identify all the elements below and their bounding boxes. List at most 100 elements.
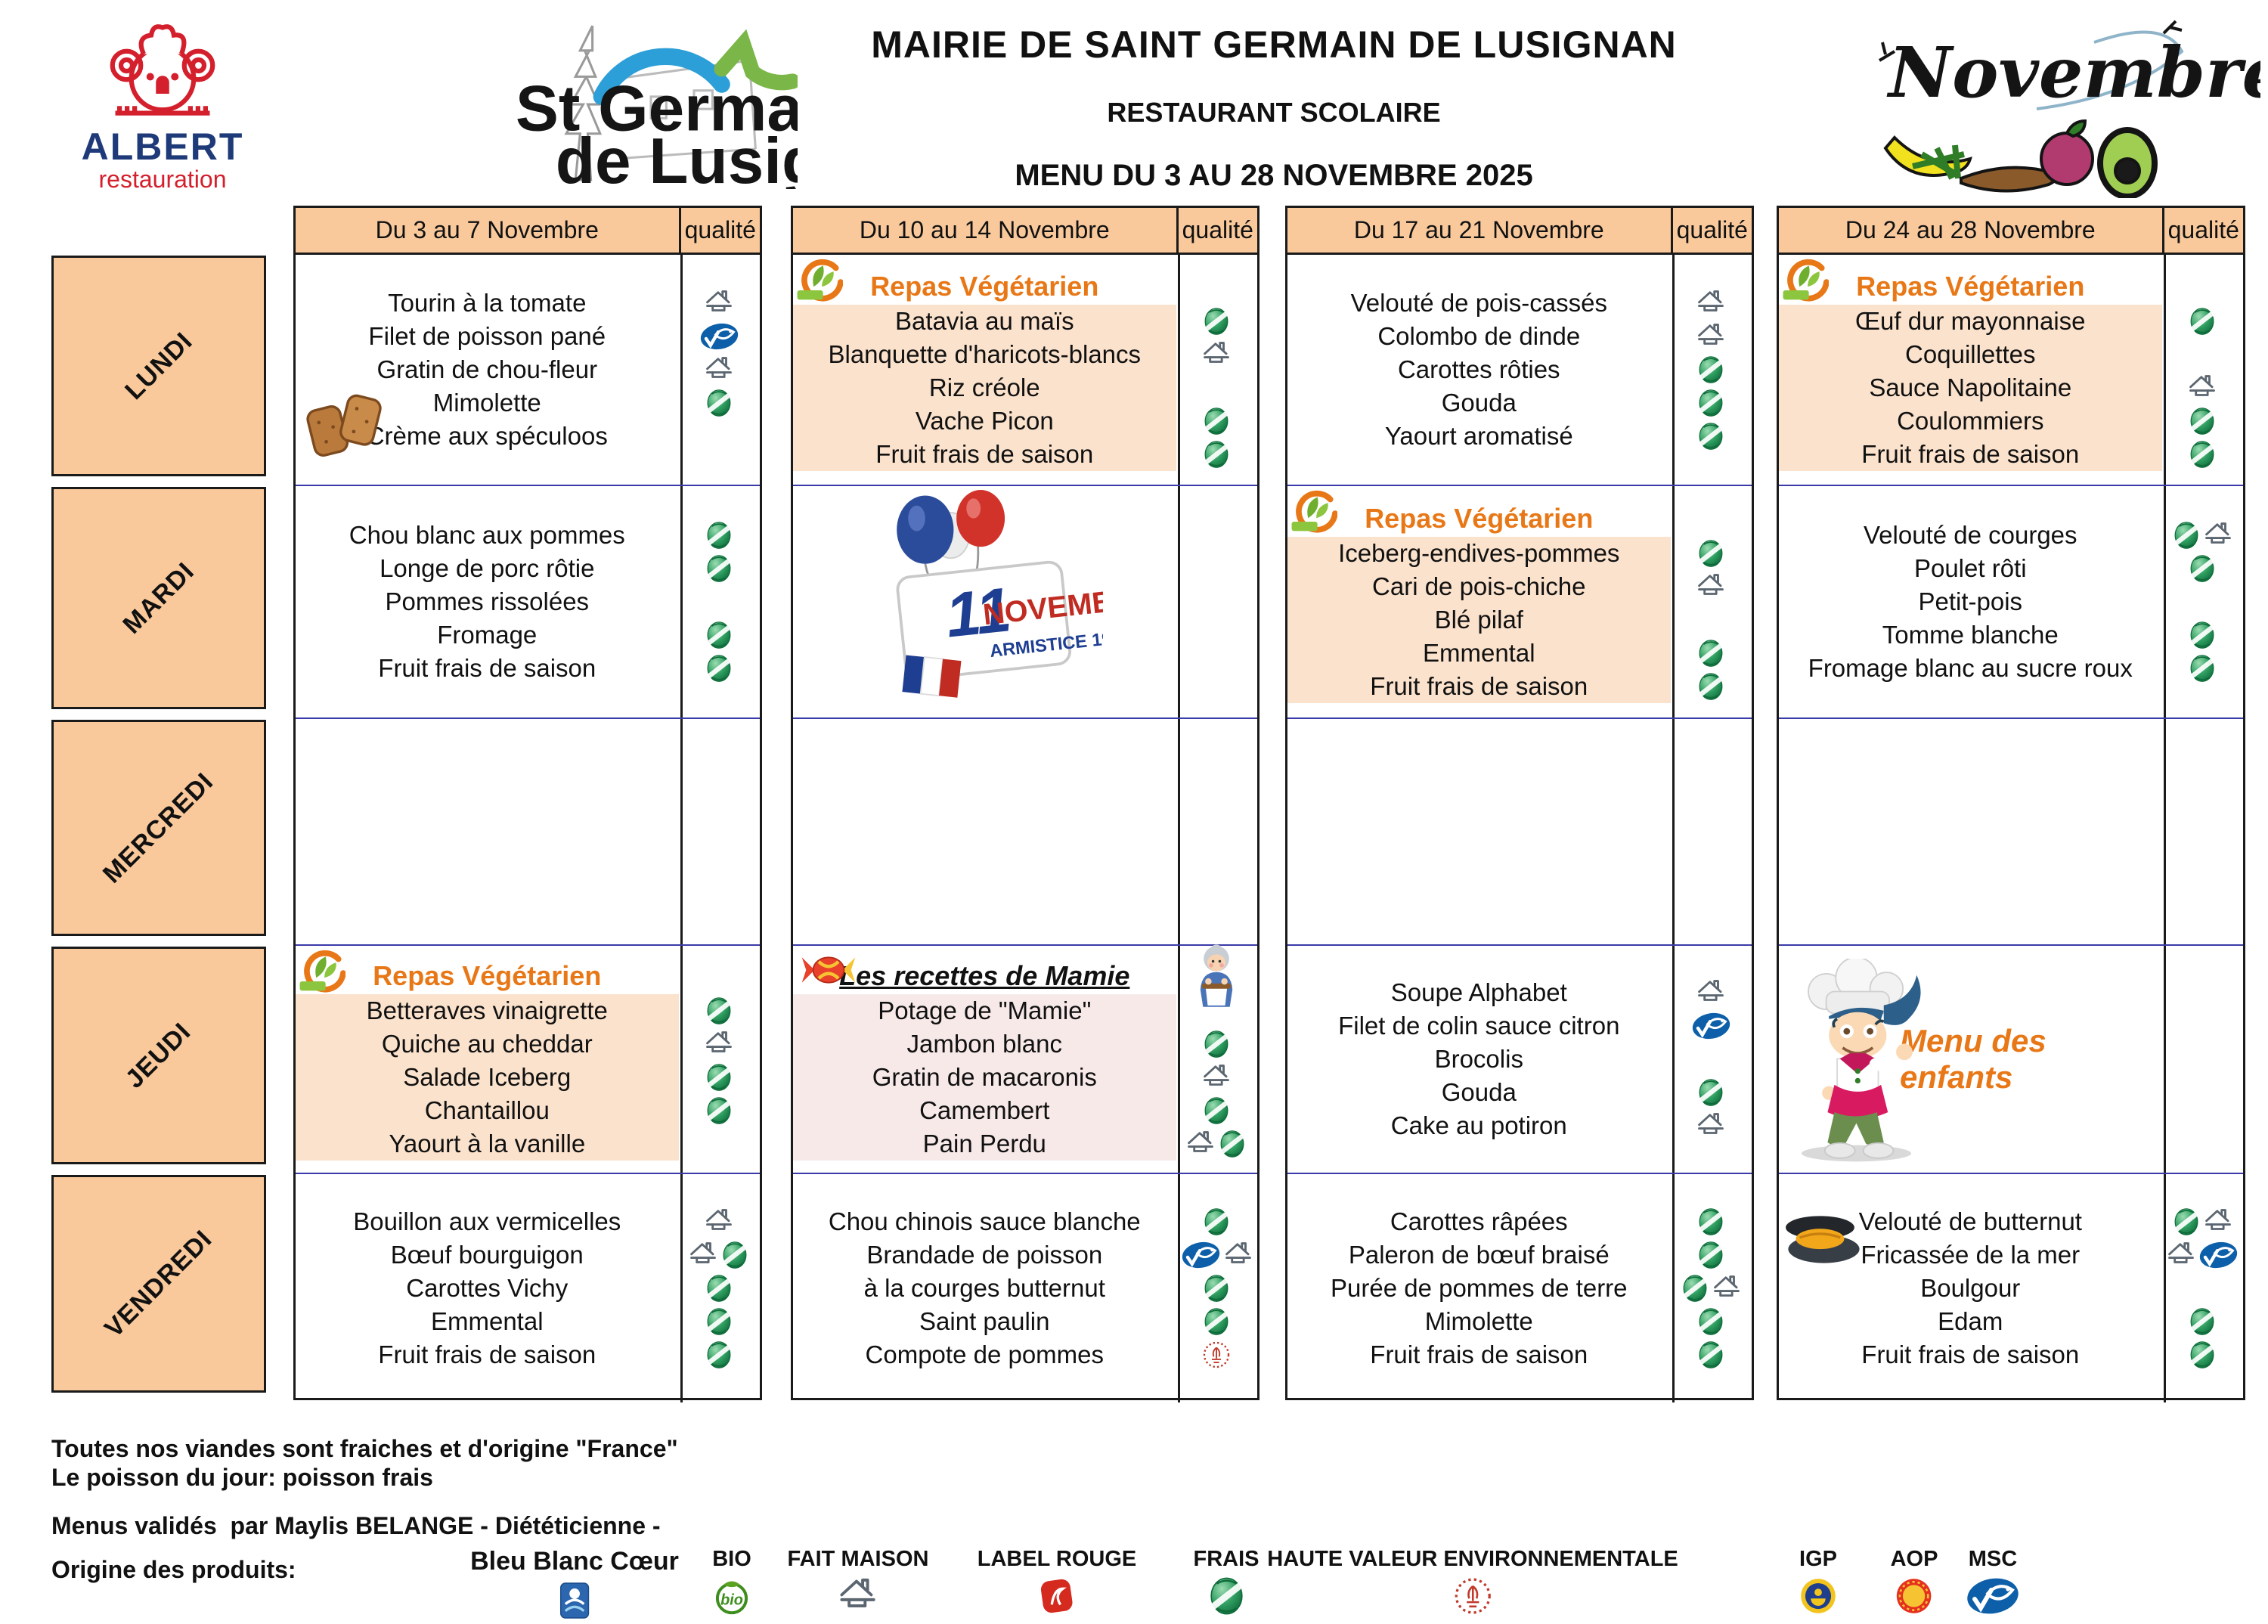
albert-restauration-logo: ALBERT restauration [53,11,272,193]
legend-hve: HAUTE VALEUR ENVIRONNEMENTALE [1267,1547,1678,1619]
quality-column-header: qualité [678,208,760,253]
menu-cell-mercredi [793,719,1257,946]
day-label-text: MERCREDI [98,767,220,889]
week-column-1: Du 3 au 7 Novembre qualité Tourin à la t… [293,206,762,1402]
msc-icon [1691,1012,1731,1040]
legend-label: BIO [712,1547,751,1571]
legend-igp: IGP [1799,1547,1838,1619]
dishes-vendredi: Carottes râpées Paleron de bœuf braisé Pur… [1287,1174,1671,1402]
menu-cell-jeudi: Menu des enfants [1779,946,2243,1174]
menu-des-enfants-label: Menu des enfants [1900,1023,2046,1095]
menu-cell-mardi: Chou blanc aux pommes Longe de porc rôtie… [296,486,760,719]
dish-list: Velouté de courges Poulet rôti Petit-pois T… [1779,519,2162,685]
fait-maison-icon [1696,978,1725,1007]
dishes-vendredi: Velouté de butternut Fricassée de la mer B… [1779,1174,2162,1402]
menu-cell-mercredi [1287,719,1752,946]
frais-icon [705,621,733,649]
fait-maison-icon [2204,1207,2232,1236]
special-menu-label: Repas Végétarien [1365,503,1594,534]
day-label-lundi: LUNDI [51,256,266,476]
menu-item: Carottes rôties [1397,355,1560,383]
dish-list: Carottes râpées Paleron de bœuf braisé Pur… [1287,1205,1671,1371]
menu-item: Brandade de poisson [866,1241,1103,1269]
pine-tree-outline [564,25,603,181]
dish-list: Velouté de butternut Fricassée de la mer B… [1779,1205,2162,1371]
legend-fait-maison: FAIT MAISON [788,1547,928,1619]
frais-icon [2188,440,2217,469]
frais-icon [1681,1274,1709,1303]
fait-maison-icon [1224,1241,1253,1269]
menu-item: Coulommiers [1897,407,2044,435]
dishes-lundi: Repas Végétarien Batavia au maïs Blanquett… [793,255,1176,485]
menu-item: Fromage blanc au sucre roux [1808,654,2133,682]
quality-icons-mercredi [2162,719,2243,944]
dishes-mardi: 11 NOVEMBRE ARMISTICE 1918 [793,486,1176,717]
albert-logo-subtext: restauration [98,166,227,193]
dishes-jeudi: Soupe Alphabet Filet de colin sauce citro… [1287,946,1671,1173]
legend-label: FRAIS [1193,1547,1259,1571]
menu-item: Salade Iceberg [403,1063,572,1091]
menu-item: Saint paulin [919,1307,1050,1335]
frais-icon [1696,1241,1725,1269]
menu-item: Velouté de butternut [1858,1207,2082,1235]
quality-column-divider [1178,255,1180,1402]
frais-icon [1202,1096,1231,1125]
grandma-icon [1187,941,1246,1011]
fait-maison-icon [1696,289,1725,318]
quality-column-divider [2164,255,2166,1402]
day-label-vendredi: VENDREDI [51,1175,266,1393]
frais-icon [705,1307,733,1336]
dish-list: Batavia au maïs Blanquette d'haricots-bla… [793,305,1176,471]
menu-cell-jeudi: Repas Végétarien Betteraves vinaigrette Qu… [296,946,760,1174]
frais-icon [705,654,733,683]
legend-bbc: Bleu Blanc Cœur [470,1547,679,1624]
menu-item: Quiche au cheddar [381,1030,593,1058]
menu-item: Batavia au maïs [894,307,1074,335]
menu-item: Gratin de macaronis [872,1063,1097,1091]
quality-icons-mercredi [1671,719,1752,944]
day-label-jeudi: JEUDI [51,947,266,1164]
armistice-11-novembre-image: 11 NOVEMBRE ARMISTICE 1918 [861,490,1157,707]
menu-item: Chou chinois sauce blanche [828,1207,1141,1235]
vegetarian-logo [796,256,844,307]
legend-label: IGP [1799,1547,1837,1571]
legend-label-rouge: LABEL ROUGE [977,1547,1137,1619]
frais-icon [705,389,733,417]
dishes-jeudi: Les recettes de Mamie Potage de "Mamie" Ja… [793,946,1176,1173]
hve-icon [1202,1340,1231,1369]
legend-label: LABEL ROUGE [977,1547,1137,1571]
quality-icons-mercredi [1176,719,1257,944]
menu-item: Crème aux spéculoos [366,422,608,450]
menu-item: Mimolette [432,389,541,417]
albert-logo-text: ALBERT [81,126,244,168]
mussel-image [1782,1213,1866,1273]
quality-icons-jeudi [679,946,760,1173]
menu-item: Fromage [437,621,538,649]
fait-maison-icon [1202,1063,1231,1092]
msc-icon [699,322,739,351]
dish-list: Chou chinois sauce blanche Brandade de po… [793,1205,1176,1371]
fait-maison-icon [1186,1130,1215,1158]
dishes-mercredi [1779,719,2162,944]
quality-icons-vendredi [679,1174,760,1402]
dishes-mercredi [793,719,1176,944]
quality-icons-jeudi [2162,946,2243,1173]
menu-item: Fruit frais de saison [378,1340,596,1368]
frais-icon [1696,639,1725,668]
day-label-text: VENDREDI [99,1224,218,1344]
week-header: Du 24 au 28 Novembre qualité [1779,208,2243,255]
week-column-4: Du 24 au 28 Novembre qualité Repas Végét… [1777,206,2245,1402]
speculoos-cookies-image [303,392,385,462]
frais-icon [2188,654,2217,683]
menu-item: Filet de colin sauce citron [1338,1012,1620,1040]
menu-item: Gouda [1441,389,1517,417]
dishes-lundi: Repas Végétarien Œuf dur mayonnaise Coquil… [1779,255,2162,485]
menu-item: Iceberg-endives-pommes [1338,539,1620,567]
chef-boy-illustration [1785,956,1950,1168]
dish-list: Bouillon aux vermicelles Bœuf bourguigon C… [296,1205,679,1371]
quality-column-divider [1672,255,1675,1402]
menu-cell-lundi: Repas Végétarien Batavia au maïs Blanquett… [793,255,1257,486]
special-menu-label: Repas Végétarien [373,960,602,991]
menu-item: Betteraves vinaigrette [366,996,608,1024]
quality-icons-vendredi [2162,1174,2243,1402]
